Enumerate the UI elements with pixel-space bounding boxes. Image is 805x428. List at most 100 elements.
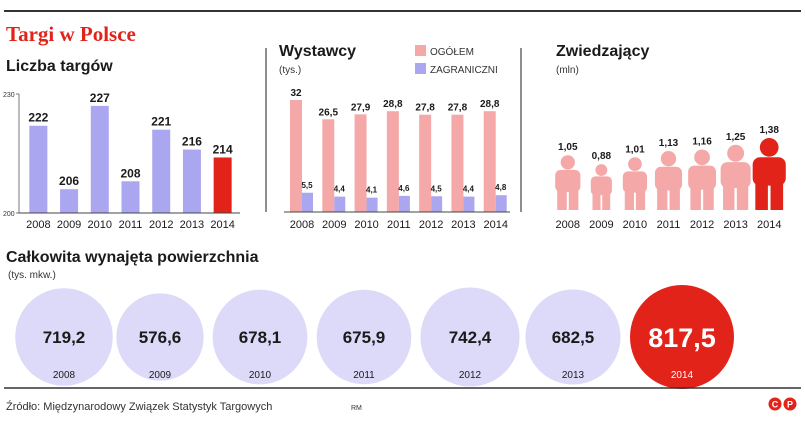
- source-note: Źródło: Międzynarodowy Związek Statystyk…: [6, 400, 272, 413]
- visitors-figure-head: [560, 155, 575, 170]
- exhibitors-total-label: 27,8: [415, 103, 435, 114]
- area-chart: 719,2 2008 576,6 2009 678,1 2010 675,9 2011 742,…: [15, 285, 734, 389]
- legend-label-total: OGÓŁEM: [430, 45, 474, 58]
- exhibitors-foreign-label: 4,8: [495, 183, 507, 192]
- logo-letter-c: C: [772, 400, 779, 410]
- exhibitors-total-bar: [290, 100, 302, 212]
- area-bubble: [525, 289, 621, 385]
- exhibitors-foreign-label: 4,6: [398, 184, 410, 193]
- visitors-value-label: 0,88: [592, 151, 612, 162]
- visitors-figure-leg: [624, 190, 634, 210]
- area-bubble: [116, 293, 204, 381]
- area-value-label: 719,2: [43, 328, 86, 347]
- exhibitors-foreign-bar: [463, 196, 475, 212]
- exhibitors-total-label: 27,8: [448, 103, 468, 114]
- legend-swatch-total: [415, 45, 426, 56]
- exhibitors-chart: 32 5,5 2008 26,5 4,4 2009 27,9 4,1 2010 28,8 4,6 20…: [284, 88, 510, 231]
- exhibitors-total-bar: [354, 114, 367, 212]
- exhibitors-year-label: 2011: [387, 219, 411, 231]
- area-bubble: [420, 287, 520, 387]
- fairs-value-label: 214: [213, 142, 233, 156]
- visitors-figure-leg: [736, 186, 749, 210]
- exhibitors-chart-title: Wystawcy: [279, 43, 356, 60]
- exhibitors-foreign-label: 4,1: [366, 186, 378, 195]
- exhibitors-foreign-bar: [334, 196, 346, 212]
- fairs-bar: [121, 181, 140, 213]
- fairs-year-label: 2012: [149, 219, 173, 231]
- visitors-figure-leg: [703, 187, 714, 210]
- visitors-figure-head: [595, 164, 608, 177]
- fairs-ytick-label: 200: [3, 211, 15, 218]
- exhibitors-total-bar: [451, 114, 464, 212]
- visitors-figure: [752, 138, 786, 210]
- exhibitors-foreign-bar: [398, 195, 410, 212]
- exhibitors-foreign-label: 4,5: [431, 184, 443, 193]
- area-unit: (tys. mkw.): [8, 270, 56, 281]
- area-value-label: 817,5: [648, 323, 716, 353]
- exhibitors-foreign-label: 4,4: [334, 185, 346, 194]
- visitors-figure-leg: [592, 193, 601, 210]
- visitors-unit: (mln): [556, 65, 579, 76]
- fairs-value-label: 221: [151, 115, 171, 129]
- logo-letter-p: P: [787, 400, 793, 410]
- visitors-figure-head: [759, 138, 779, 157]
- visitors-figure-leg: [723, 186, 735, 210]
- visitors-figure: [555, 155, 581, 210]
- infographic-title: Targi w Polsce: [6, 22, 136, 46]
- exhibitors-foreign-bar: [366, 197, 378, 212]
- fairs-value-label: 227: [90, 91, 110, 105]
- legend-swatch-foreign: [415, 63, 426, 74]
- visitors-figure-head: [628, 157, 642, 172]
- exhibitors-foreign-bar: [431, 196, 443, 212]
- visitors-value-label: 1,25: [726, 132, 746, 143]
- fairs-ytick-label: 230: [3, 92, 15, 99]
- visitors-figure-body: [752, 157, 786, 186]
- area-bubble: [316, 289, 412, 385]
- fairs-chart: 230 200 222 2008 206 2009 227 2010 208 2011 221 201…: [3, 91, 240, 231]
- area-value-label: 576,6: [139, 328, 182, 347]
- exhibitors-total-label: 32: [290, 88, 302, 99]
- visitors-value-label: 1,01: [625, 144, 645, 155]
- fairs-bar: [213, 157, 232, 213]
- area-chart-title: Całkowita wynajęta powierzchnia: [6, 249, 259, 266]
- fairs-bar: [90, 105, 109, 213]
- visitors-figure-leg: [602, 193, 611, 210]
- exhibitors-foreign-bar: [495, 195, 507, 212]
- visitors-figure-leg: [690, 187, 701, 210]
- exhibitors-year-label: 2010: [354, 219, 378, 231]
- visitors-year-label: 2010: [623, 219, 647, 231]
- area-bubble: [15, 288, 113, 386]
- visitors-year-label: 2013: [723, 219, 747, 231]
- fairs-year-label: 2014: [210, 219, 234, 231]
- visitors-figure-leg: [557, 189, 567, 210]
- area-value-label: 675,9: [343, 328, 386, 347]
- visitors-figure-head: [694, 149, 710, 166]
- visitors-figure-body: [590, 176, 612, 196]
- area-year-label: 2009: [149, 370, 172, 381]
- fairs-bar: [60, 189, 79, 213]
- logo-circle-p: [783, 397, 797, 411]
- exhibitors-year-label: 2012: [419, 219, 443, 231]
- visitors-figure-body: [654, 166, 683, 191]
- fairs-value-label: 208: [120, 166, 140, 180]
- fairs-bar: [29, 125, 48, 213]
- fairs-bar: [182, 149, 201, 213]
- visitors-figure-body: [720, 162, 751, 189]
- visitors-figure: [622, 157, 648, 210]
- visitors-value-label: 1,05: [558, 142, 578, 153]
- exhibitors-total-label: 28,8: [480, 99, 500, 110]
- exhibitors-foreign-label: 5,5: [301, 181, 313, 190]
- fairs-year-label: 2008: [26, 219, 50, 231]
- fairs-value-label: 206: [59, 174, 79, 188]
- exhibitors-unit: (tys.): [279, 65, 301, 76]
- visitors-figure-leg: [635, 190, 646, 210]
- visitors-figure-body: [622, 171, 648, 193]
- visitors-year-label: 2009: [589, 219, 613, 231]
- visitors-figure-leg: [755, 183, 768, 210]
- exhibitors-year-label: 2009: [322, 219, 346, 231]
- exhibitors-foreign-label: 4,4: [463, 185, 475, 194]
- visitors-figure-body: [555, 169, 581, 192]
- area-year-label: 2014: [671, 370, 694, 381]
- exhibitors-year-label: 2014: [483, 219, 507, 231]
